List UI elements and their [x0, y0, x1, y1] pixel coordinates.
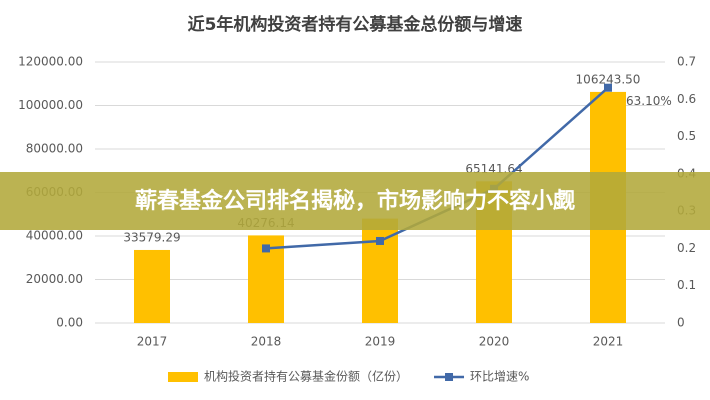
line-marker [604, 83, 612, 92]
y2-tick-label: 0.2 [677, 241, 696, 255]
legend-label: 机构投资者持有公募基金份额（亿份） [204, 369, 408, 384]
data-label: 106243.50 [576, 72, 641, 86]
y-tick-label: 0.00 [56, 316, 83, 330]
line-marker [376, 236, 384, 245]
x-tick-label: 2019 [365, 335, 396, 349]
data-label: 63.10% [626, 94, 672, 108]
y-tick-label: 20000.00 [26, 272, 83, 286]
y2-tick-label: 0.1 [677, 278, 696, 292]
legend: 机构投资者持有公募基金份额（亿份） 环比增速% [168, 369, 529, 384]
line-marker [262, 244, 270, 253]
y-tick-label: 120000.00 [18, 55, 83, 69]
banner [0, 172, 710, 230]
y-tick-label: 40000.00 [26, 229, 83, 243]
y2-tick-label: 0.7 [677, 55, 696, 69]
legend-label: 环比增速% [470, 370, 529, 384]
y-tick-label: 100000.00 [18, 98, 83, 112]
y2-tick-label: 0 [677, 316, 685, 330]
y2-tick-label: 0.5 [677, 129, 696, 143]
banner-text: 蕲春基金公司排名揭秘，市场影响力不容小觑 [135, 188, 575, 214]
x-tick-label: 2020 [479, 335, 510, 349]
y-tick-label: 80000.00 [26, 142, 83, 156]
y2-tick-label: 0.6 [677, 92, 696, 106]
x-tick-label: 2018 [251, 335, 282, 349]
legend-swatch [445, 373, 454, 381]
x-tick-label: 2017 [137, 335, 168, 349]
x-tick-label: 2021 [593, 335, 624, 349]
bar [134, 249, 170, 323]
legend-swatch [168, 372, 198, 382]
chart-title: 近5年机构投资者持有公募基金总份额与增速 [188, 14, 523, 35]
data-label: 33579.29 [123, 230, 180, 244]
